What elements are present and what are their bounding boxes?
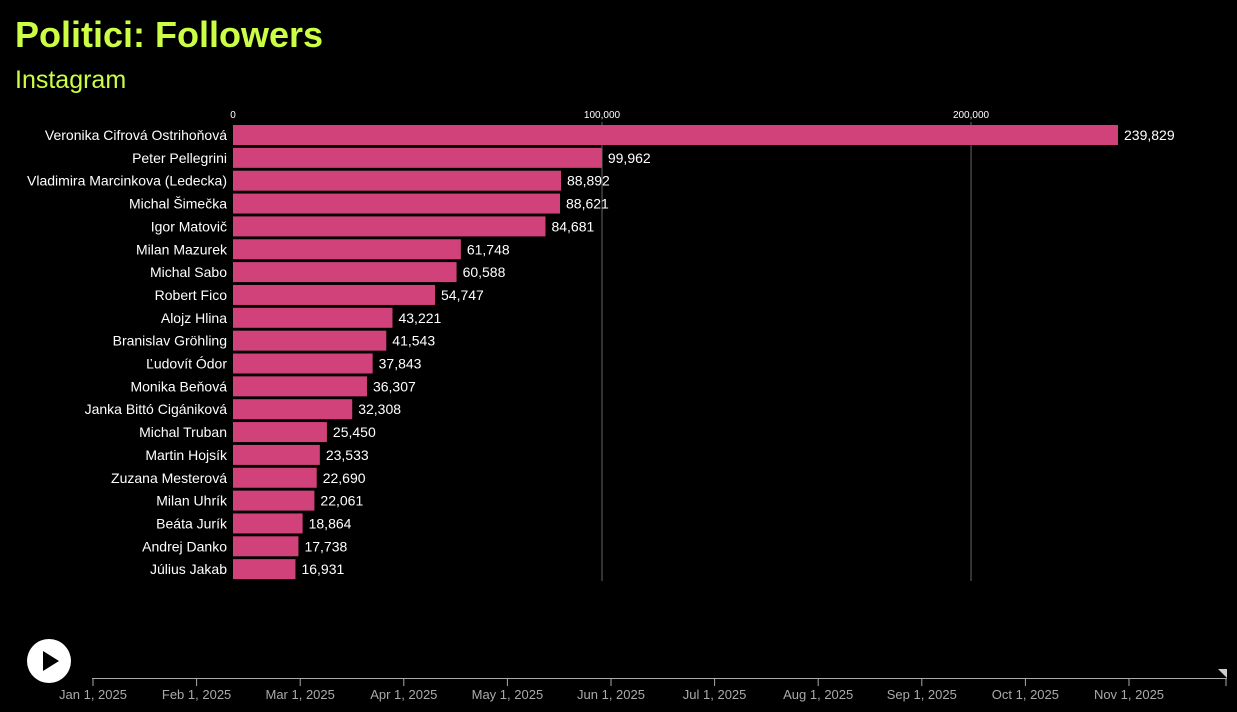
category-label: Andrej Danko [142,538,227,554]
timeline-label: Sep 1, 2025 [887,687,957,702]
timeline-label: Jan 1, 2025 [59,687,127,702]
category-label: Zuzana Mesterová [111,470,227,486]
bar [233,536,299,557]
value-label: 54,747 [441,287,484,303]
value-label: 37,843 [379,356,422,372]
category-label: Július Jakab [150,561,227,577]
timeline-label: Feb 1, 2025 [162,687,231,702]
value-label: 22,061 [320,493,363,509]
value-label: 22,690 [323,470,366,486]
bar [233,239,461,260]
timeline-track[interactable] [92,678,1227,679]
bar [233,330,387,351]
bar [233,147,602,168]
value-label: 23,533 [326,447,369,463]
play-button[interactable] [27,639,71,683]
value-label: 88,621 [566,196,609,212]
category-label: Janka Bittó Cigániková [85,401,228,417]
value-label: 239,829 [1124,127,1175,143]
timeline-label: Oct 1, 2025 [992,687,1059,702]
value-label: 16,931 [301,561,344,577]
value-label: 60,588 [463,264,506,280]
category-label: Vladimira Marcinkova (Ledecka) [27,173,227,189]
bar [233,307,393,328]
category-label: Michal Sabo [150,264,227,280]
play-icon [43,651,59,671]
category-label: Igor Matovič [151,218,227,234]
bar [233,170,562,191]
timeline-label: Aug 1, 2025 [783,687,853,702]
value-label: 25,450 [333,424,376,440]
bar [233,376,367,397]
category-label: Michal Šimečka [129,196,227,212]
timeline-label: May 1, 2025 [472,687,544,702]
timeline-label: Apr 1, 2025 [370,687,437,702]
category-label: Alojz Hlina [161,310,227,326]
category-label: Ľudovít Ódor [146,356,227,372]
timeline-handle[interactable] [1218,669,1227,678]
category-label: Peter Pellegrini [132,150,227,166]
x-tick-label: 0 [230,110,236,121]
chart-title: Politici: Followers [15,14,324,55]
category-label: Branislav Gröhling [113,333,227,349]
category-label: Michal Truban [139,424,227,440]
timeline-label: Jul 1, 2025 [683,687,747,702]
timeline-label: Mar 1, 2025 [266,687,335,702]
category-label: Veronika Cifrová Ostrihoňová [45,127,227,143]
bar [233,559,296,580]
bar [233,467,317,488]
bar [233,490,315,511]
x-tick-label: 200,000 [953,110,990,121]
bar [233,399,353,420]
value-label: 18,864 [309,515,352,531]
category-label: Robert Fico [155,287,228,303]
value-label: 17,738 [304,538,347,554]
value-label: 99,962 [608,150,651,166]
value-label: 43,221 [398,310,441,326]
bar [233,284,436,305]
value-label: 61,748 [467,241,510,257]
bar [233,125,1118,145]
bar [233,422,327,443]
category-label: Milan Uhrík [156,493,228,509]
timeline-label: Jun 1, 2025 [577,687,645,702]
category-label: Martin Hojsík [145,447,228,463]
chart-subtitle: Instagram [15,66,127,94]
bar [233,353,373,374]
bar [233,513,303,534]
category-label: Milan Mazurek [136,241,228,257]
category-label: Beáta Jurík [156,515,228,531]
value-label: 88,892 [567,173,610,189]
timeline-label: Nov 1, 2025 [1094,687,1164,702]
bar [233,216,546,237]
category-label: Monika Beňová [130,378,227,394]
value-label: 41,543 [392,333,435,349]
bar [233,444,320,465]
value-label: 32,308 [358,401,401,417]
bar [233,262,457,283]
value-label: 36,307 [373,378,416,394]
x-tick-label: 100,000 [584,110,621,121]
bar [233,193,561,214]
value-label: 84,681 [551,218,594,234]
